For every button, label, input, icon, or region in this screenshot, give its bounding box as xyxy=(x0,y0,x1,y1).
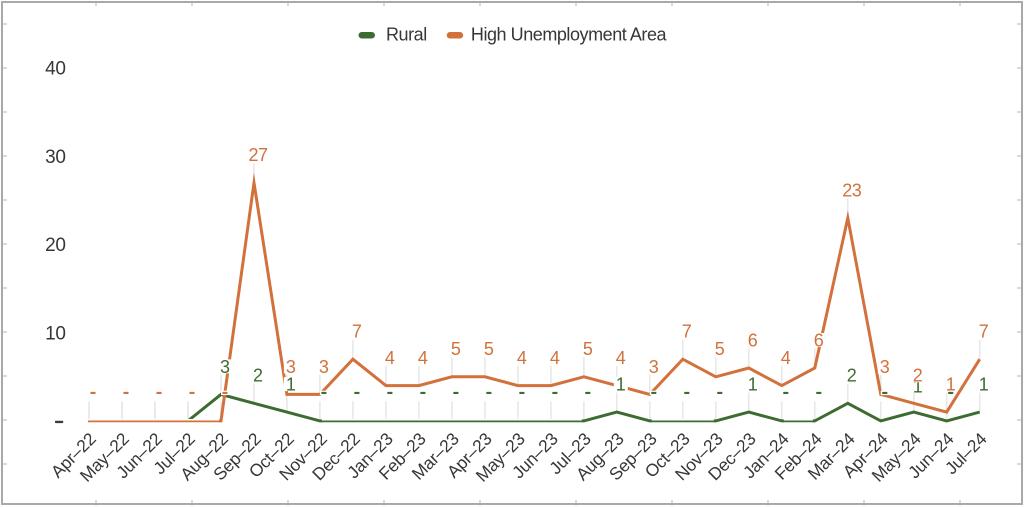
svg-text:4: 4 xyxy=(418,348,428,368)
svg-text:20: 20 xyxy=(45,235,65,256)
svg-text:4: 4 xyxy=(517,348,527,368)
svg-text:2: 2 xyxy=(847,366,857,386)
svg-text:7: 7 xyxy=(352,322,362,342)
svg-text:3: 3 xyxy=(220,357,230,377)
svg-text:10: 10 xyxy=(45,323,65,344)
svg-text:4: 4 xyxy=(616,348,626,368)
svg-text:3: 3 xyxy=(880,357,890,377)
svg-text:23: 23 xyxy=(842,180,862,200)
svg-text:1: 1 xyxy=(286,375,296,395)
svg-text:3: 3 xyxy=(649,357,659,377)
svg-text:5: 5 xyxy=(583,339,593,359)
svg-text:30: 30 xyxy=(45,147,65,168)
svg-text:2: 2 xyxy=(913,366,923,386)
svg-text:1: 1 xyxy=(616,375,626,395)
svg-text:7: 7 xyxy=(979,322,989,342)
svg-text:5: 5 xyxy=(484,339,494,359)
svg-text:3: 3 xyxy=(319,357,329,377)
svg-text:40: 40 xyxy=(45,59,65,80)
svg-text:7: 7 xyxy=(682,322,692,342)
svg-text:5: 5 xyxy=(715,339,725,359)
svg-text:4: 4 xyxy=(385,348,395,368)
svg-text:2: 2 xyxy=(253,366,263,386)
svg-text:6: 6 xyxy=(748,330,758,350)
svg-text:5: 5 xyxy=(451,339,461,359)
svg-text:1: 1 xyxy=(946,375,956,395)
svg-text:1: 1 xyxy=(913,377,923,397)
svg-text:4: 4 xyxy=(550,348,560,368)
svg-text:1: 1 xyxy=(748,375,758,395)
svg-text:4: 4 xyxy=(781,348,791,368)
svg-text:Rural: Rural xyxy=(386,25,427,45)
svg-text:6: 6 xyxy=(814,330,824,350)
svg-text:High Unemployment Area: High Unemployment Area xyxy=(471,25,668,45)
svg-text:27: 27 xyxy=(248,145,268,165)
svg-text:1: 1 xyxy=(979,375,989,395)
svg-text:3: 3 xyxy=(286,357,296,377)
